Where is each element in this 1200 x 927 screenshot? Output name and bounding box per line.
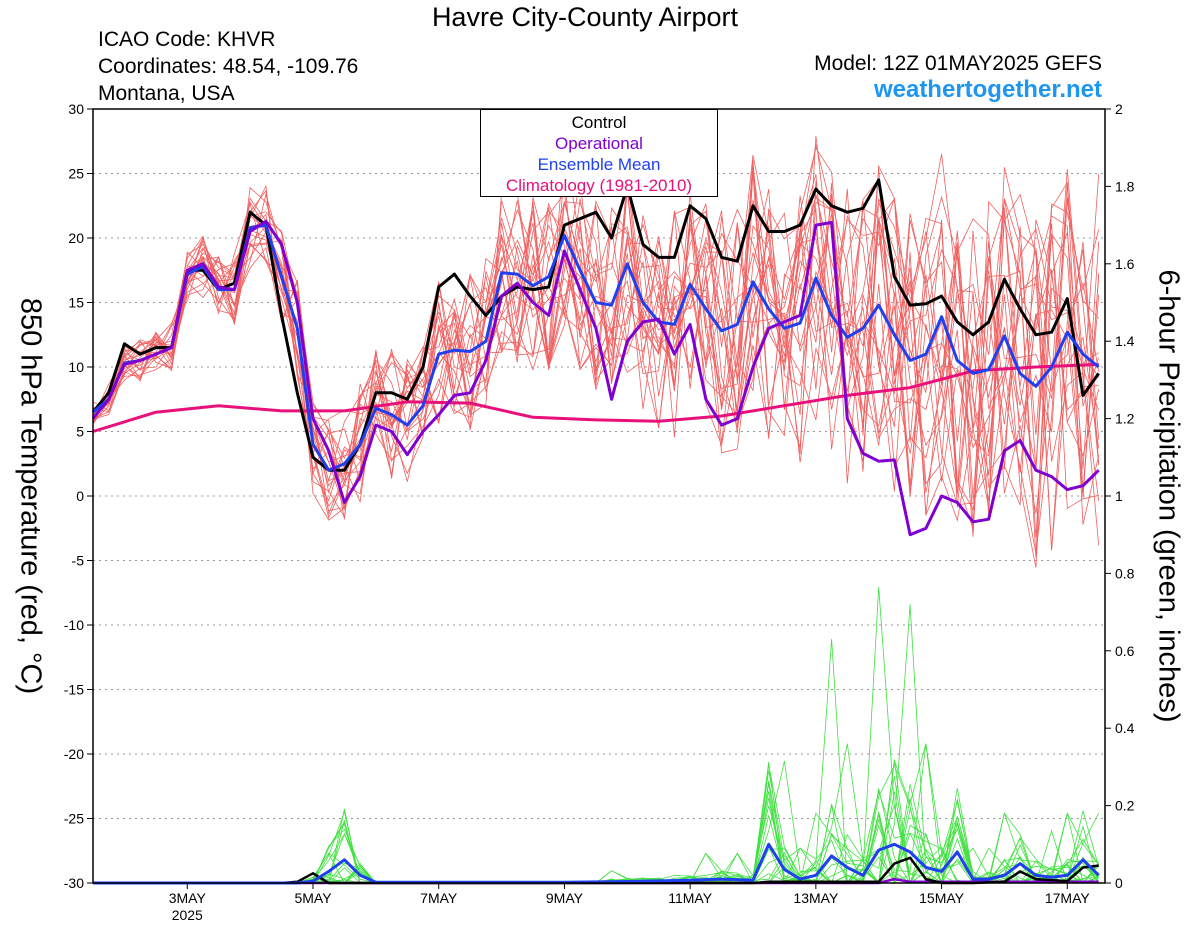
x-tick-label: 17MAY [1045,890,1091,906]
climatology-line [92,362,1099,433]
x-tick-label: 13MAY [793,890,839,906]
precipitation-member-line [93,604,1100,884]
right-tick-label: 1.6 [1115,256,1135,272]
icao-code: ICAO Code: KHVR [98,28,276,51]
left-tick-label: 25 [68,166,84,182]
ensemble-members-precipitation [93,586,1100,885]
left-tick-label: 20 [68,230,84,246]
x-tick-label: 3MAY [169,890,207,906]
control-precipitation-line [93,856,1099,885]
left-axis-ticks: 30 25 20 15 10 5 0 -5 -10 -15 -20 -25 -30 [64,101,93,891]
site-link[interactable]: weathertogether.net [873,76,1102,103]
x-tick-label: 5MAY [294,890,332,906]
ensemble-members-temperature [92,135,1100,568]
right-tick-label: 0.4 [1115,720,1135,736]
main-series [91,178,1100,885]
left-tick-label: -25 [64,811,84,827]
left-tick-label: -5 [72,553,85,569]
x-tick-sublabel: 2025 [172,907,203,923]
coordinates: Coordinates: 48.54, -109.76 [98,55,359,78]
temperature-member-line [92,192,1100,520]
x-tick-label: 7MAY [420,890,458,906]
right-axis-ticks: 2 1.8 1.6 1.4 1.2 1 0.8 0.6 0.4 0.2 0 [1105,101,1135,891]
x-tick-label: 15MAY [919,890,965,906]
precipitation-member-line [93,791,1100,884]
region: Montana, USA [98,82,235,105]
right-tick-label: 0.6 [1115,643,1135,659]
left-tick-label: 0 [76,488,84,504]
left-tick-label: -20 [64,746,84,762]
right-tick-label: 2 [1115,101,1123,117]
ensemble-mean-precipitation-line [93,842,1100,885]
left-tick-label: 10 [68,359,84,375]
right-tick-label: 0 [1115,875,1123,891]
temperature-member-line [92,193,1100,551]
temperature-member-line [92,207,1100,537]
left-tick-label: -15 [64,682,84,698]
legend-ensemble-mean: Ensemble Mean [537,155,661,174]
left-tick-label: 5 [76,424,84,440]
legend-control: Control [571,113,627,132]
left-tick-label: -30 [64,875,84,891]
legend-climatology: Climatology (1981-2010) [505,176,693,195]
temperature-member-line [92,143,1100,568]
right-tick-label: 1.2 [1115,411,1135,427]
legend-operational: Operational [555,134,643,153]
right-tick-label: 0.8 [1115,565,1135,581]
legend: Control Operational Ensemble Mean Climat… [480,109,718,197]
operational-temperature-line [91,219,1100,537]
x-tick-label: 9MAY [546,890,584,906]
left-tick-label: 15 [68,295,84,311]
temperature-member-line [92,144,1100,554]
right-tick-label: 1 [1115,488,1123,504]
right-tick-label: 0.2 [1115,798,1135,814]
temperature-member-line [92,201,1100,526]
left-tick-label: 30 [68,101,84,117]
precipitation-member-line [93,788,1100,884]
control-temperature-line [91,178,1100,472]
left-axis-label: 850 hPa Temperature (red, °C) [14,297,47,695]
right-axis-label: 6-hour Precipitation (green, inches) [1152,269,1185,723]
right-tick-label: 1.8 [1115,178,1135,194]
model-run: Model: 12Z 01MAY2025 GEFS [814,52,1102,75]
chart-title: Havre City-County Airport [431,2,739,32]
precipitation-member-line [93,791,1100,885]
temperature-member-line [92,176,1100,511]
right-tick-label: 1.4 [1115,333,1135,349]
left-tick-label: -10 [64,617,84,633]
precipitation-member-line [93,798,1099,884]
x-tick-label: 11MAY [668,890,712,906]
